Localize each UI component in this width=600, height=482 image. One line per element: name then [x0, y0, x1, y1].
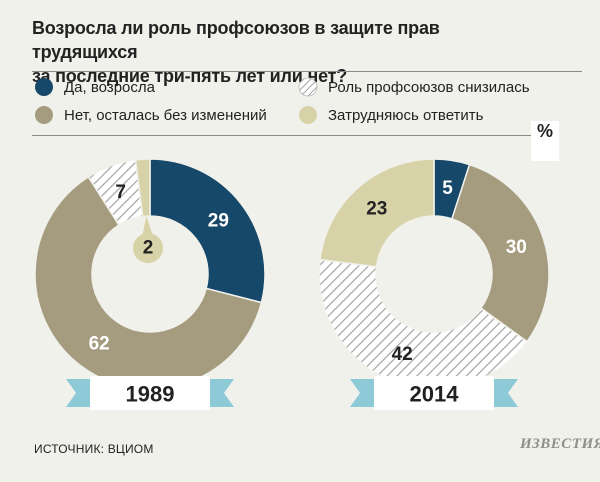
year-label-1989: 1989	[126, 382, 175, 407]
legend-top-divider	[32, 71, 582, 72]
callout-bubble-undecided-1989	[132, 233, 163, 264]
legend-swatch-decreased	[298, 77, 318, 97]
legend-label-unchanged: Нет, осталась без изменений	[64, 106, 267, 124]
percent-tag	[531, 121, 559, 161]
slice-increased-1989	[149, 158, 266, 304]
legend-item-increased: Да, возросла	[34, 77, 155, 97]
value-label-undecided-2014: 23	[366, 199, 387, 220]
legend-swatch-undecided	[299, 106, 317, 124]
year-banner-2014	[374, 376, 494, 410]
legend-label-increased: Да, возросла	[64, 78, 155, 96]
legend-label-decreased: Роль профсоюзов снизилась	[328, 78, 530, 96]
legend-swatch-unchanged	[35, 106, 53, 124]
year-banner-1989	[90, 376, 210, 410]
value-label-increased-1989: 29	[208, 210, 229, 231]
legend-item-decreased: Роль профсоюзов снизилась	[298, 77, 530, 97]
donut-chart-2014: 5 30 42 23 2014	[318, 158, 550, 410]
year-ribbon-right-2014	[494, 379, 518, 407]
value-label-increased-2014: 5	[442, 178, 453, 199]
value-label-decreased-1989: 7	[115, 182, 126, 203]
percent-tag-body	[531, 121, 559, 161]
value-label-unchanged-2014: 30	[506, 237, 527, 258]
slice-undecided-1989	[134, 158, 151, 218]
legend-item-unchanged: Нет, осталась без изменений	[34, 105, 267, 125]
legend-swatch-increased	[35, 78, 53, 96]
slice-unchanged-2014	[450, 163, 550, 343]
year-label-2014: 2014	[410, 382, 460, 407]
unit-label: %	[536, 121, 553, 141]
value-label-decreased-2014: 42	[392, 344, 413, 365]
donut-chart-1989: 29 62 7 2 1989	[34, 158, 266, 410]
legend-label-undecided: Затрудняюсь ответить	[328, 106, 484, 124]
source-note: ИСТОЧНИК: ВЦИОМ	[34, 442, 154, 456]
year-ribbon-left-1989	[66, 379, 90, 407]
value-label-unchanged-1989: 62	[89, 333, 110, 354]
publisher-logo: ИЗВЕСТИЯ	[520, 436, 600, 452]
year-ribbon-left-2014	[350, 379, 374, 407]
legend-item-undecided: Затрудняюсь ответить	[298, 105, 483, 125]
title-line-1: Возросла ли роль профсоюзов в защите пра…	[32, 18, 440, 62]
slice-undecided-2014	[319, 158, 435, 268]
legend-bottom-divider	[32, 135, 532, 136]
value-label-undecided-1989: 2	[143, 238, 154, 259]
year-ribbon-right-1989	[210, 379, 234, 407]
